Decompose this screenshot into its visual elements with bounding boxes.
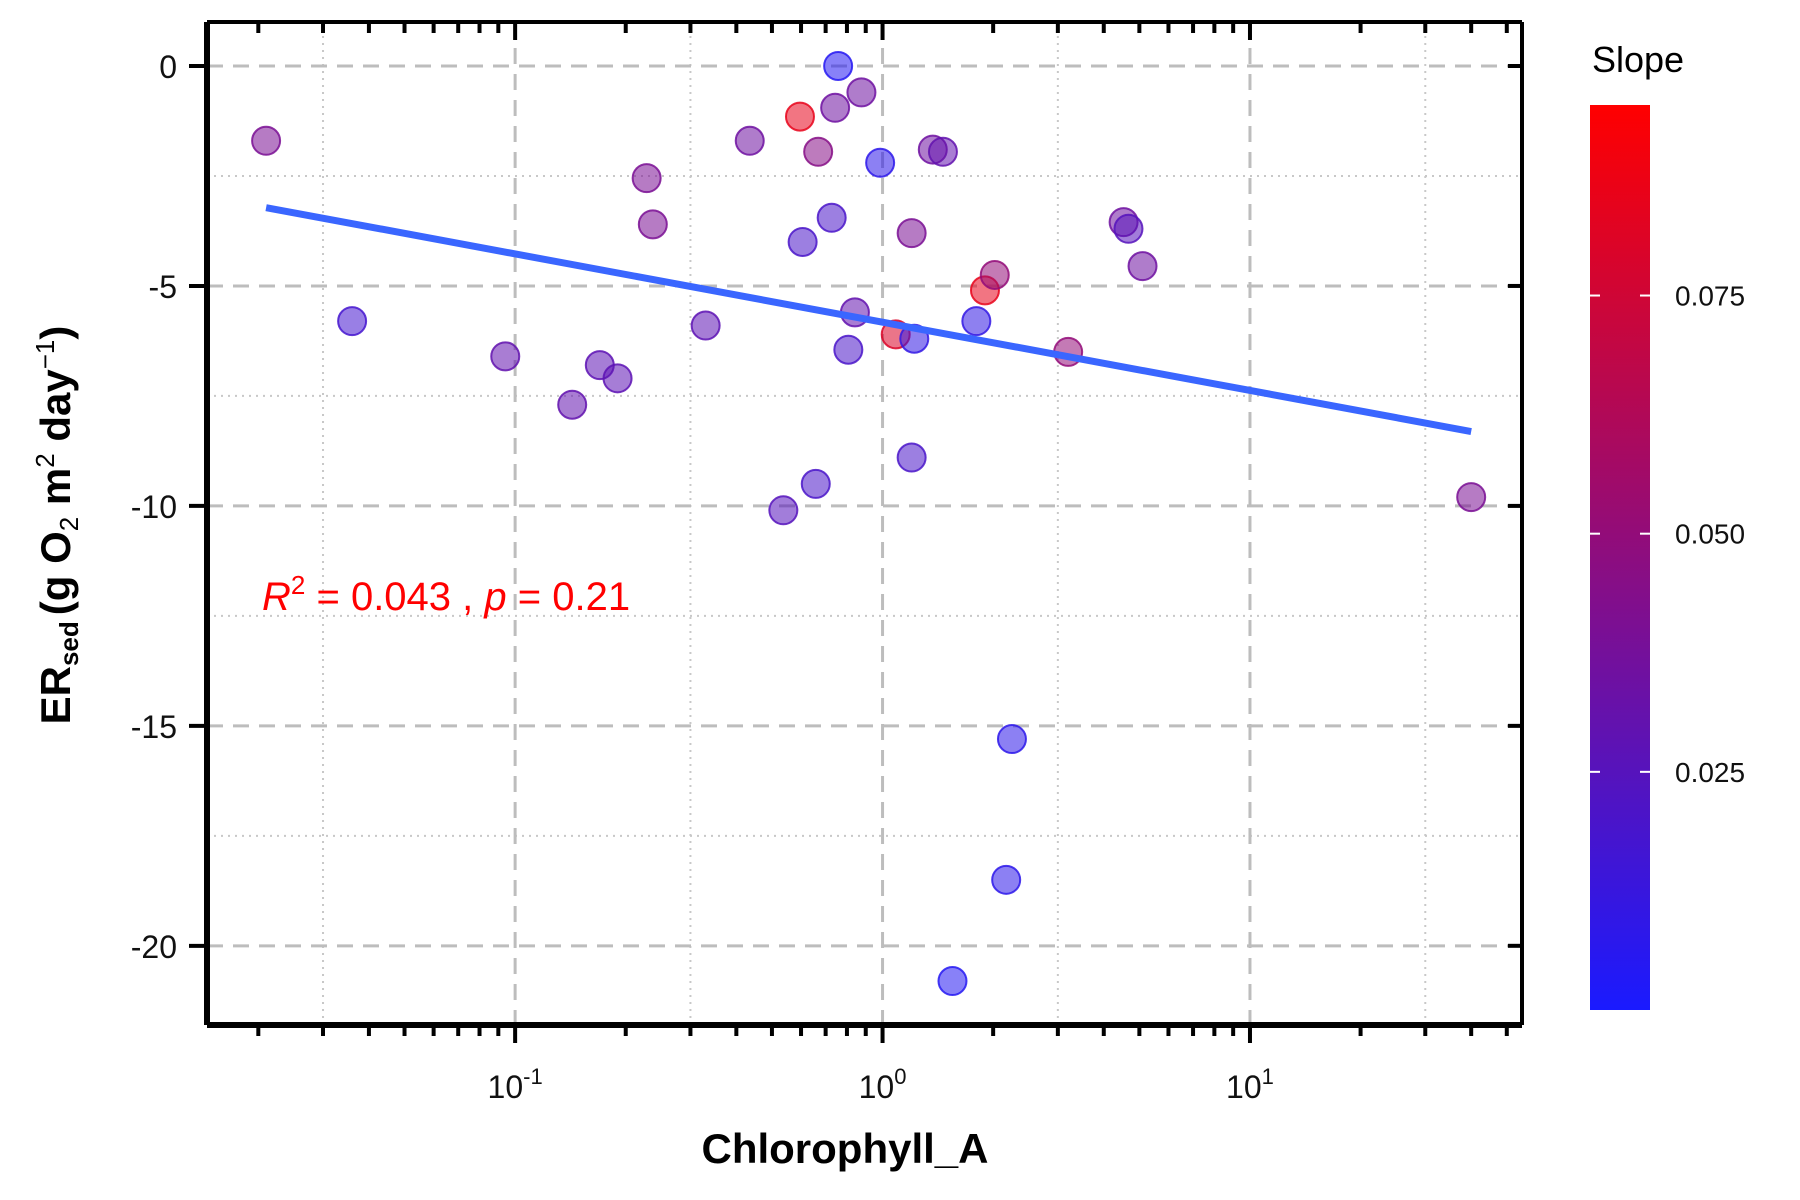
y-title-paren-close: ) — [32, 326, 79, 340]
data-point — [823, 50, 854, 81]
data-point — [961, 306, 992, 337]
data-point — [602, 363, 633, 394]
x-tick-label-exponent: 1 — [1262, 1064, 1274, 1089]
data-point — [896, 218, 927, 249]
data-point — [1456, 482, 1487, 513]
r-value: = 0.043 , — [305, 575, 484, 619]
r-label: R — [262, 575, 291, 619]
data-point — [800, 468, 831, 499]
data-point — [768, 495, 799, 526]
y-title-o-sub: 2 — [54, 517, 84, 531]
data-points — [251, 50, 1487, 997]
fit-line — [265, 204, 1472, 435]
y-tick-label: 0 — [159, 49, 177, 85]
y-tick-label: -20 — [131, 929, 177, 965]
data-point — [337, 306, 368, 337]
data-point — [937, 966, 968, 997]
axes — [204, 20, 1524, 1028]
x-tick-label-exponent: 0 — [894, 1064, 906, 1089]
data-point — [996, 724, 1027, 755]
data-point — [631, 163, 662, 194]
y-axis-title: ERsed(g O2 m2 day−1) — [30, 326, 84, 725]
data-point — [833, 334, 864, 365]
grid — [207, 22, 1522, 1025]
y-title-paren-open: (g O — [32, 531, 79, 615]
colorbar-tick-label: 0.075 — [1675, 281, 1745, 312]
colorbar-tick-label: 0.050 — [1675, 519, 1745, 550]
data-point — [927, 136, 958, 167]
data-point — [991, 864, 1022, 895]
p-value: = 0.21 — [507, 575, 630, 619]
data-point — [1113, 213, 1144, 244]
y-tick-label: -10 — [131, 489, 177, 525]
colorbar-tick-label: 0.025 — [1675, 757, 1745, 788]
colorbar-gradient — [1590, 105, 1650, 1010]
x-tick-label: 10-1 — [488, 1064, 543, 1105]
colorbar: Slope 0.025 0.050 0.075 — [1590, 39, 1745, 1010]
data-point — [784, 101, 815, 132]
p-label: p — [483, 575, 506, 619]
y-title-day: day — [32, 369, 79, 454]
colorbar-title: Slope — [1592, 39, 1684, 80]
data-point — [896, 442, 927, 473]
data-point — [251, 125, 282, 156]
data-point — [637, 209, 668, 240]
stats-annotation: R2 = 0.043 , p = 0.21 — [262, 570, 630, 619]
y-title-day-sup: −1 — [30, 340, 60, 370]
x-tick-label-base: 10 — [488, 1069, 524, 1105]
x-tick-label-exponent: -1 — [523, 1064, 543, 1089]
y-title-m-sup: 2 — [30, 453, 60, 467]
data-point — [865, 147, 896, 178]
data-point — [820, 92, 851, 123]
data-point — [490, 341, 521, 372]
data-point — [1127, 251, 1158, 282]
x-tick-label: 101 — [1226, 1064, 1274, 1105]
y-tick-label: -15 — [131, 709, 177, 745]
y-title-main: ER — [32, 666, 79, 724]
y-title-sub: sed — [54, 621, 84, 666]
y-title-m: m — [32, 468, 79, 517]
data-point — [846, 77, 877, 108]
r-sup: 2 — [291, 570, 305, 600]
data-point — [803, 136, 834, 167]
data-point — [787, 226, 818, 257]
x-axis-title: Chlorophyll_A — [701, 1125, 988, 1172]
data-point — [690, 310, 721, 341]
x-tick-label: 100 — [859, 1064, 907, 1105]
data-point — [557, 389, 588, 420]
y-tick-label: -5 — [149, 269, 177, 305]
fit-line-group — [265, 204, 1472, 435]
data-point — [734, 125, 765, 156]
colorbar-ticks: 0.025 0.050 0.075 — [1590, 281, 1745, 788]
x-tick-label-base: 10 — [859, 1069, 895, 1105]
x-tick-label-base: 10 — [1226, 1069, 1262, 1105]
data-point — [816, 202, 847, 233]
data-point — [979, 259, 1010, 290]
